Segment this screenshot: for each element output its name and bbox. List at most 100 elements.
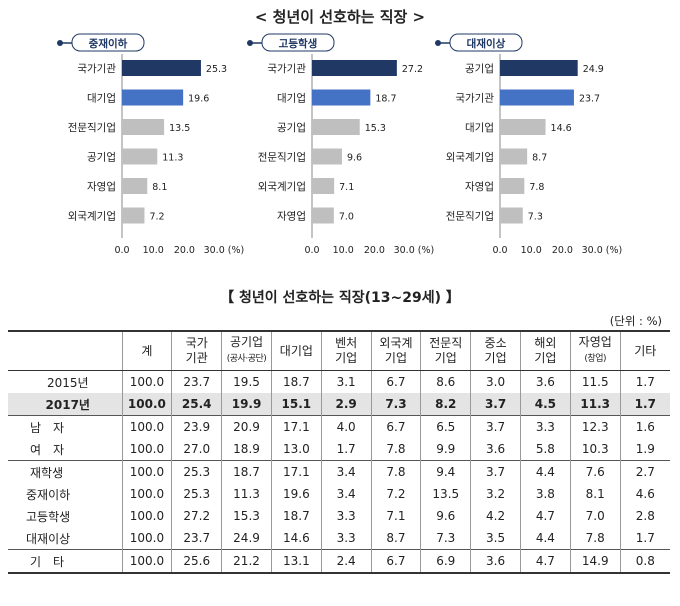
data-label: 7.8 (529, 182, 544, 193)
table-cell: 6.5 (420, 415, 471, 438)
bar (312, 119, 360, 135)
table-cell: 18.7 (270, 505, 322, 527)
bar (312, 89, 371, 106)
category-label: 자영업 (87, 180, 116, 193)
bar (122, 89, 184, 106)
data-label: 7.3 (528, 212, 543, 223)
table-cell: 7.6 (569, 460, 621, 483)
category-label: 공기업 (465, 62, 494, 75)
table-cell: 3.8 (520, 483, 571, 505)
category-label: 외국계기업 (446, 151, 494, 164)
table-cell: 13.1 (270, 549, 322, 574)
x-tick-label: 0.0 (304, 245, 319, 256)
bar (312, 207, 334, 224)
data-label: 9.6 (347, 153, 362, 164)
table-cell: 7.3 (370, 393, 421, 416)
page-title: < 청년이 선호하는 직장 > (254, 8, 426, 26)
x-tick-label: 10.0 (143, 245, 164, 256)
data-label: 25.3 (206, 64, 227, 75)
table-cell: 6.7 (370, 370, 421, 393)
x-tick-label: 30.0 (%) (204, 245, 245, 256)
category-label: 공기업 (87, 151, 116, 164)
table-cell: 25.6 (171, 549, 222, 574)
table-row: 남 자 100.0 23.9 20.9 17.1 4.0 6.7 6.5 3.7 3.3 12.3 1… (8, 415, 670, 438)
data-label: 18.7 (375, 94, 396, 105)
table-cell: 6.9 (420, 549, 471, 574)
table-cell: 100.0 (121, 483, 172, 505)
table-cell: 17.1 (270, 415, 322, 438)
table-cell: 3.1 (320, 370, 372, 393)
table-cell: 3.4 (320, 483, 372, 505)
row-label: 2015년 (8, 370, 122, 393)
table-cell: 8.2 (420, 393, 471, 416)
table-cell: 8.6 (420, 370, 471, 393)
table-cell: 21.2 (221, 549, 272, 574)
row-label: 대재이상 (26, 531, 71, 546)
chart-title: 고등학생 (279, 37, 318, 50)
bar (312, 178, 335, 194)
data-label: 19.6 (188, 94, 209, 105)
column-header: 기타 (619, 330, 670, 371)
table-cell: 3.6 (470, 549, 521, 574)
row-label: 남 자 (8, 415, 122, 438)
table-cell: 2.9 (320, 393, 372, 416)
table-cell: 27.0 (171, 438, 222, 461)
column-header: 대기업 (270, 330, 322, 371)
table-cell: 100.0 (121, 460, 172, 483)
bar (122, 119, 165, 135)
column-header: 공기업 (공사·공단) (221, 330, 272, 371)
table-cell: 11.5 (569, 370, 621, 393)
table-cell: 100.0 (121, 505, 172, 527)
category-label: 외국계기업 (258, 180, 306, 193)
data-label: 14.6 (551, 123, 572, 134)
table-cell: 4.2 (470, 505, 521, 527)
table-cell: 3.2 (470, 483, 521, 505)
table-cell: 18.7 (221, 460, 272, 483)
x-tick-label: 0.0 (114, 245, 129, 256)
bar (500, 89, 574, 106)
table-cell: 9.6 (420, 505, 471, 527)
table-cell: 13.0 (270, 438, 322, 461)
table-cell: 19.5 (221, 370, 272, 393)
row-label: 재학생 (8, 460, 122, 483)
table-cell: 3.7 (470, 460, 521, 483)
table-cell: 10.3 (569, 438, 621, 461)
column-header: 전문직 기업 (420, 330, 471, 371)
row-label: 2017년 (8, 393, 122, 416)
table-cell: 3.4 (320, 460, 372, 483)
category-label: 대기업 (277, 92, 306, 105)
category-label: 국가기관 (267, 63, 306, 75)
table-cell: 8.1 (569, 483, 621, 505)
category-label: 대기업 (87, 92, 116, 105)
bar (122, 207, 145, 224)
x-tick-label: 10.0 (333, 245, 354, 256)
category-label: 전문직기업 (258, 151, 306, 164)
table-cell: 4.7 (520, 549, 571, 574)
column-header: 자영업 (창업) (569, 330, 621, 371)
data-label: 13.5 (169, 123, 190, 134)
table-cell: 7.8 (569, 527, 621, 550)
chart-title-dot (435, 40, 441, 46)
table-cell: 13.5 (420, 483, 471, 505)
table-cell: 1.7 (619, 370, 670, 393)
data-label: 7.0 (339, 212, 354, 223)
table-cell: 15.3 (221, 505, 272, 527)
table-cell: 3.3 (520, 415, 571, 438)
unit-label: (단위 : %) (609, 314, 662, 328)
table-cell: 18.7 (270, 370, 322, 393)
row-label: 기 타 (8, 549, 122, 574)
table-cell: 8.7 (370, 527, 421, 550)
table-cell: 3.6 (470, 438, 521, 461)
table-header-row: 계 국가 기관 공기업 (공사·공단) 대기업 벤처 기업 외국계 기업 전문직 기업 중소 기업 해외 기업… (8, 330, 670, 371)
data-label: 7.1 (339, 182, 354, 193)
column-header: 계 (121, 330, 172, 371)
table-cell: 1.7 (619, 527, 670, 550)
chart-title-dot (247, 40, 253, 46)
table-cell: 27.2 (171, 505, 222, 527)
table-cell: 11.3 (569, 393, 621, 416)
table-cell: 12.3 (569, 415, 621, 438)
table-cell: 1.7 (619, 393, 670, 416)
column-header: 중소 기업 (470, 330, 521, 371)
category-label: 자영업 (465, 180, 494, 193)
